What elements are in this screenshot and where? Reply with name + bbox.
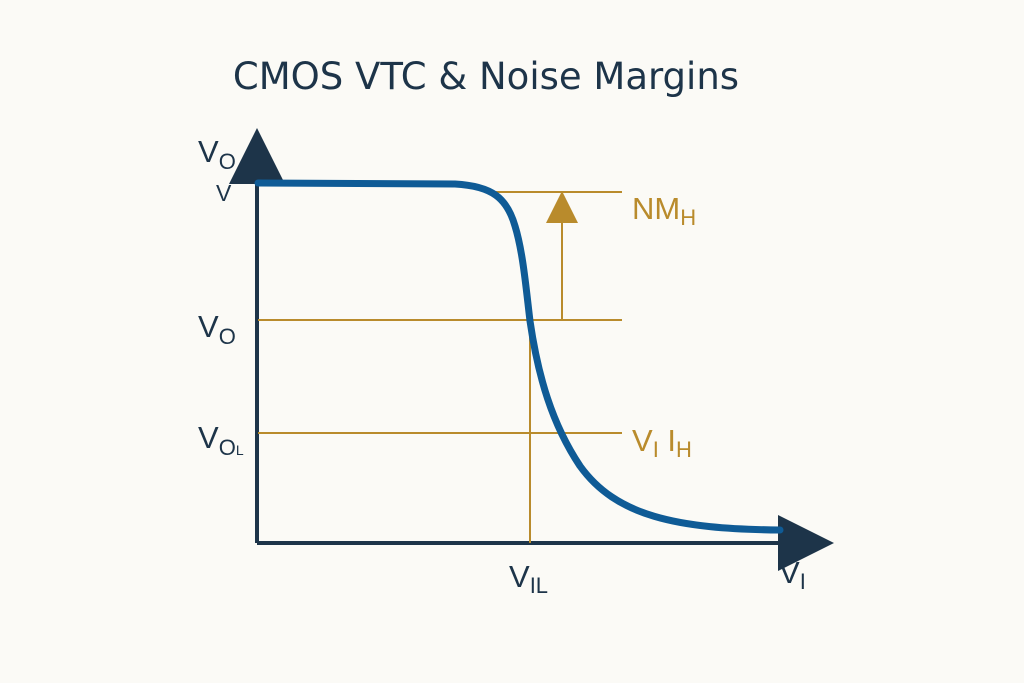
input-high-label: VI IH	[632, 423, 692, 462]
output-mid-label: VO	[198, 309, 236, 349]
vtc-curve	[254, 179, 784, 534]
high-noise-margin-label: NMH	[632, 191, 696, 230]
x-axis-label: VI	[779, 555, 806, 594]
top-output-label: V	[216, 180, 232, 206]
y-axis-label: VO	[198, 134, 236, 174]
diagram-title: CMOS VTC & Noise Margins	[233, 55, 739, 98]
input-low-label: VIL	[509, 559, 548, 598]
output-low-label: VOL	[198, 420, 244, 460]
